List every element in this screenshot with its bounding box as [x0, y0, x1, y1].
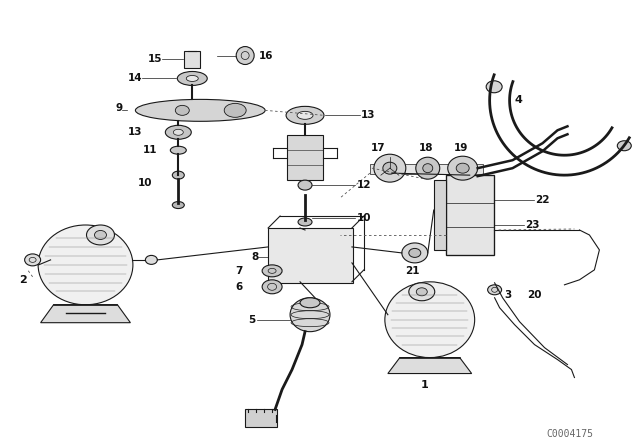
- Ellipse shape: [224, 103, 246, 117]
- Text: C0004175: C0004175: [546, 429, 593, 439]
- Circle shape: [236, 47, 254, 65]
- Ellipse shape: [416, 288, 428, 296]
- Text: 3: 3: [504, 290, 512, 300]
- Ellipse shape: [374, 154, 406, 182]
- Text: 10: 10: [357, 213, 371, 223]
- Ellipse shape: [409, 249, 420, 258]
- Text: 5: 5: [248, 314, 255, 325]
- Ellipse shape: [409, 283, 435, 301]
- Text: 8: 8: [251, 252, 258, 262]
- Polygon shape: [40, 305, 131, 323]
- Ellipse shape: [177, 72, 207, 86]
- Ellipse shape: [165, 125, 191, 139]
- Text: 13: 13: [128, 127, 142, 137]
- Ellipse shape: [170, 146, 186, 154]
- Ellipse shape: [95, 230, 106, 239]
- Text: 21: 21: [406, 266, 420, 276]
- Text: 20: 20: [527, 290, 542, 300]
- Text: 11: 11: [143, 145, 157, 155]
- Ellipse shape: [290, 298, 330, 332]
- Text: 17: 17: [371, 143, 385, 153]
- Ellipse shape: [383, 162, 397, 174]
- Bar: [434, 180, 445, 250]
- Polygon shape: [388, 358, 472, 374]
- Ellipse shape: [297, 112, 313, 119]
- Ellipse shape: [448, 156, 477, 180]
- Text: 18: 18: [419, 143, 433, 153]
- Text: 13: 13: [361, 110, 376, 121]
- Bar: [445, 175, 493, 255]
- Text: 23: 23: [525, 220, 540, 230]
- Ellipse shape: [262, 280, 282, 294]
- Ellipse shape: [136, 99, 265, 121]
- Ellipse shape: [488, 285, 502, 295]
- Bar: [370, 164, 483, 174]
- Text: 15: 15: [148, 53, 163, 64]
- Ellipse shape: [385, 282, 475, 358]
- Ellipse shape: [618, 141, 631, 151]
- Text: 22: 22: [536, 195, 550, 205]
- Ellipse shape: [300, 298, 320, 308]
- Ellipse shape: [172, 202, 184, 209]
- Ellipse shape: [186, 75, 198, 82]
- Text: 16: 16: [259, 51, 274, 60]
- Text: 2: 2: [19, 275, 26, 285]
- Bar: [184, 51, 200, 69]
- Text: 10: 10: [138, 178, 152, 188]
- Text: 6: 6: [235, 282, 242, 292]
- Ellipse shape: [86, 225, 115, 245]
- Ellipse shape: [456, 163, 469, 173]
- Text: 7: 7: [235, 266, 242, 276]
- Text: 9: 9: [115, 103, 122, 113]
- Ellipse shape: [145, 255, 157, 264]
- Text: 12: 12: [357, 180, 371, 190]
- Text: 19: 19: [454, 143, 468, 153]
- Text: 14: 14: [128, 73, 142, 83]
- Bar: [287, 135, 323, 180]
- Ellipse shape: [298, 218, 312, 226]
- Ellipse shape: [402, 243, 428, 263]
- Ellipse shape: [175, 105, 189, 115]
- Ellipse shape: [416, 157, 440, 179]
- Text: 1: 1: [421, 380, 429, 391]
- Ellipse shape: [286, 106, 324, 124]
- Bar: [245, 409, 277, 427]
- Ellipse shape: [38, 225, 133, 305]
- Ellipse shape: [173, 129, 183, 135]
- Ellipse shape: [423, 164, 433, 172]
- Ellipse shape: [262, 265, 282, 277]
- Ellipse shape: [25, 254, 40, 266]
- Ellipse shape: [486, 81, 502, 93]
- Text: 4: 4: [514, 95, 522, 105]
- Ellipse shape: [298, 180, 312, 190]
- Ellipse shape: [172, 171, 184, 179]
- Bar: [268, 228, 353, 283]
